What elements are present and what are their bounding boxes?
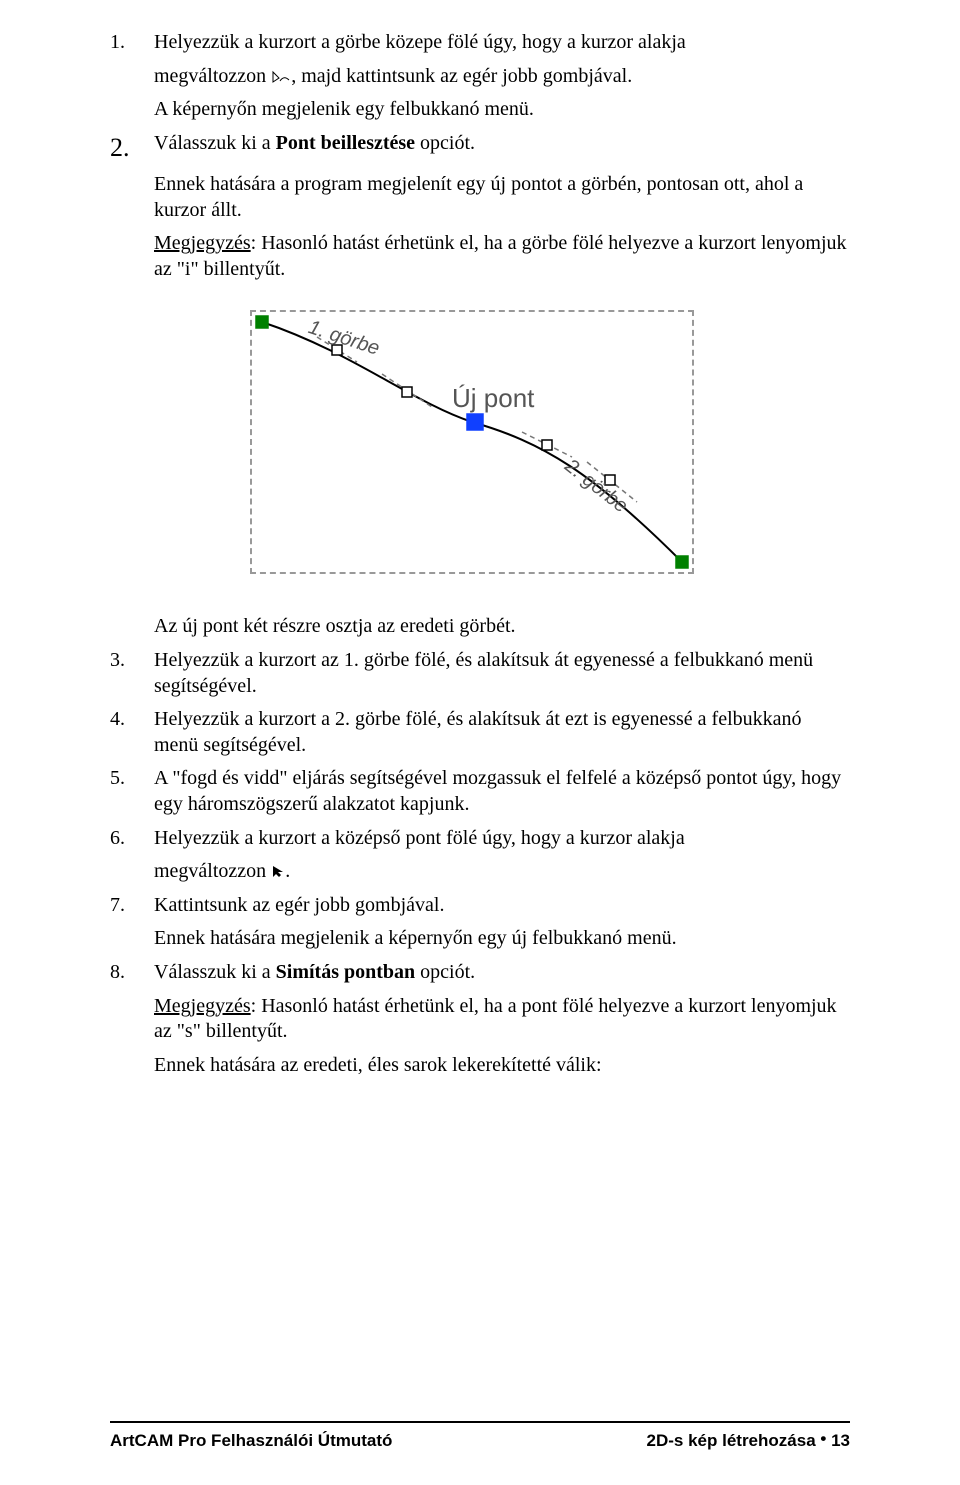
text-bold: Simítás pontban: [276, 961, 416, 983]
step-number: 2.: [110, 131, 154, 164]
step-text-cont: megváltozzon , majd kattintsunk az egér …: [154, 64, 850, 90]
curve-node: [256, 316, 268, 328]
text: Válasszuk ki a: [154, 961, 276, 983]
step-text: Válasszuk ki a Simítás pontban opciót.: [154, 960, 850, 986]
figure-label-ujpont: Új pont: [452, 382, 534, 415]
note-label: Megjegyzés: [154, 995, 251, 1017]
step-text-cont: megváltozzon .: [154, 859, 850, 885]
curve-svg: [252, 312, 692, 572]
paragraph: Ennek hatására a program megjelenít egy …: [154, 172, 850, 223]
text: megváltozzon: [154, 65, 271, 87]
step-number: 3.: [110, 648, 154, 699]
text: , majd kattintsunk az egér jobb gombjáva…: [291, 65, 632, 87]
footer-right: 2D-s kép létrehozása • 13: [647, 1431, 850, 1451]
step-number: 4.: [110, 707, 154, 758]
note-label: Megjegyzés: [154, 232, 251, 254]
step-number: 5.: [110, 766, 154, 817]
step-text: Helyezzük a kurzort a 2. görbe fölé, és …: [154, 707, 850, 758]
step-number: 6.: [110, 826, 154, 852]
paragraph: Ennek hatására megjelenik a képernyőn eg…: [154, 926, 850, 952]
footer-section-title: 2D-s kép létrehozása: [647, 1431, 816, 1450]
note: Megjegyzés: Hasonló hatást érhetünk el, …: [154, 231, 850, 282]
text: opciót.: [415, 132, 475, 154]
step-result: A képernyőn megjelenik egy felbukkanó me…: [154, 97, 850, 123]
step-number: 1.: [110, 30, 154, 56]
step-number: 8.: [110, 960, 154, 986]
page-footer: ArtCAM Pro Felhasználói Útmutató 2D-s ké…: [110, 1421, 850, 1451]
footer-page-number: 13: [831, 1431, 850, 1450]
step-text: A "fogd és vidd" eljárás segítségével mo…: [154, 766, 850, 817]
curve-path: [262, 322, 682, 562]
step-text: Helyezzük a kurzort a középső pont fölé …: [154, 826, 850, 852]
note-text: : Hasonló hatást érhetünk el, ha a pont …: [154, 995, 837, 1043]
paragraph: Az új pont két részre osztja az eredeti …: [154, 614, 850, 640]
cursor-arrow-icon: [271, 860, 285, 874]
footer-divider: [110, 1421, 850, 1423]
text: opciót.: [415, 961, 475, 983]
cursor-curve-icon: [271, 66, 291, 80]
curve-node: [402, 387, 412, 397]
note-text: : Hasonló hatást érhetünk el, ha a görbe…: [154, 232, 847, 280]
step-text: Válasszuk ki a Pont beillesztése opciót.: [154, 131, 850, 164]
curve-node: [676, 556, 688, 568]
footer-left: ArtCAM Pro Felhasználói Útmutató: [110, 1431, 392, 1451]
text-bold: Pont beillesztése: [276, 132, 415, 154]
paragraph: Ennek hatására az eredeti, éles sarok le…: [154, 1053, 850, 1079]
step-number: 7.: [110, 893, 154, 919]
figure-curve: Új pont 1. görbe 2. görbe: [250, 310, 694, 574]
step-text: Helyezzük a kurzort a görbe közepe fölé …: [154, 30, 850, 56]
text: megváltozzon: [154, 860, 271, 882]
note: Megjegyzés: Hasonló hatást érhetünk el, …: [154, 994, 850, 1045]
step-text: Kattintsunk az egér jobb gombjával.: [154, 893, 850, 919]
text: .: [285, 860, 290, 882]
text: Válasszuk ki a: [154, 132, 276, 154]
curve-node: [542, 440, 552, 450]
curve-node: [467, 414, 483, 430]
step-text: Helyezzük a kurzort az 1. görbe fölé, és…: [154, 648, 850, 699]
bullet-icon: •: [820, 1429, 826, 1449]
